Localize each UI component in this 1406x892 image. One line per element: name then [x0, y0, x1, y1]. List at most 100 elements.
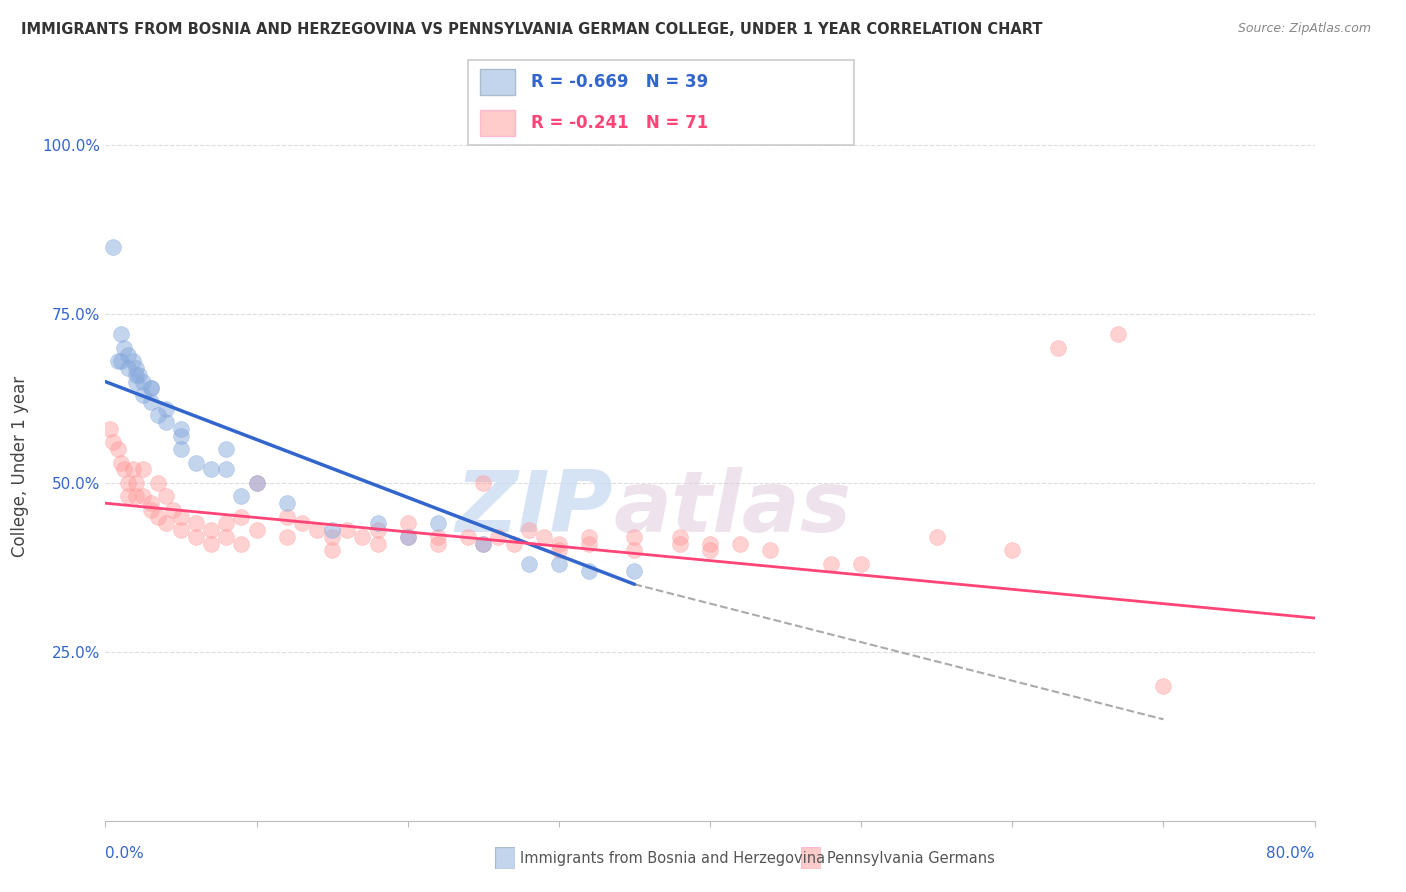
Point [117, 475, 139, 490]
Point [186, 530, 208, 544]
Point [246, 523, 269, 537]
Point [231, 490, 253, 504]
Point [117, 348, 139, 362]
Point [669, 530, 692, 544]
Point [457, 530, 479, 544]
Point [155, 516, 177, 531]
Point [139, 381, 162, 395]
Point [107, 354, 129, 368]
Point [215, 462, 238, 476]
Point [139, 381, 162, 395]
Point [170, 442, 193, 457]
Text: 80.0%: 80.0% [1267, 847, 1315, 861]
Point [139, 496, 162, 510]
Point [276, 509, 298, 524]
Point [215, 516, 238, 531]
Point [548, 537, 571, 551]
Point [121, 462, 143, 476]
Text: Immigrants from Bosnia and Herzegovina: Immigrants from Bosnia and Herzegovina [520, 851, 825, 865]
Point [1107, 327, 1129, 342]
FancyBboxPatch shape [468, 60, 853, 145]
Text: Source: ZipAtlas.com: Source: ZipAtlas.com [1237, 22, 1371, 36]
Point [623, 530, 645, 544]
Point [759, 543, 782, 558]
Point [578, 564, 600, 578]
Point [578, 537, 600, 551]
Point [200, 523, 222, 537]
Text: IMMIGRANTS FROM BOSNIA AND HERZEGOVINA VS PENNSYLVANIA GERMAN COLLEGE, UNDER 1 Y: IMMIGRANTS FROM BOSNIA AND HERZEGOVINA V… [21, 22, 1043, 37]
Point [186, 456, 208, 470]
Point [231, 509, 253, 524]
Point [699, 537, 721, 551]
Point [291, 516, 314, 531]
Text: 0.0%: 0.0% [105, 847, 145, 861]
Point [124, 361, 148, 376]
Point [699, 543, 721, 558]
Bar [479, 69, 515, 95]
Point [1153, 679, 1175, 693]
Point [117, 490, 139, 504]
Point [170, 428, 193, 442]
Point [110, 327, 132, 342]
Point [170, 422, 193, 436]
Point [246, 475, 269, 490]
Point [366, 516, 388, 531]
Text: Pennsylvania Germans: Pennsylvania Germans [827, 851, 994, 865]
Point [472, 537, 495, 551]
Point [200, 537, 222, 551]
Point [155, 490, 177, 504]
Point [396, 530, 419, 544]
Point [488, 530, 510, 544]
Point [231, 537, 253, 551]
Point [215, 442, 238, 457]
Point [170, 509, 193, 524]
Point [155, 415, 177, 429]
Text: R = -0.241   N = 71: R = -0.241 N = 71 [531, 114, 709, 132]
Point [124, 490, 148, 504]
Point [472, 537, 495, 551]
Point [132, 388, 155, 402]
Bar [479, 110, 515, 136]
Point [124, 375, 148, 389]
Point [110, 354, 132, 368]
Point [548, 543, 571, 558]
Point [112, 462, 135, 476]
Point [321, 543, 343, 558]
Point [623, 564, 645, 578]
Point [148, 409, 170, 423]
Y-axis label: College, Under 1 year: College, Under 1 year [11, 376, 28, 557]
Point [110, 456, 132, 470]
Text: R = -0.669   N = 39: R = -0.669 N = 39 [531, 73, 709, 91]
Point [155, 401, 177, 416]
Point [215, 530, 238, 544]
Point [336, 523, 359, 537]
Text: atlas: atlas [613, 467, 852, 550]
Point [307, 523, 329, 537]
Point [276, 530, 298, 544]
Point [366, 523, 388, 537]
Point [132, 462, 155, 476]
Bar [479, 110, 515, 136]
Point [107, 442, 129, 457]
Text: ZIP: ZIP [456, 467, 613, 550]
Point [820, 557, 842, 571]
Point [186, 516, 208, 531]
Point [578, 530, 600, 544]
Point [352, 530, 374, 544]
Point [162, 503, 184, 517]
Point [925, 530, 948, 544]
Point [427, 530, 450, 544]
Point [366, 537, 388, 551]
Point [548, 557, 571, 571]
Point [148, 509, 170, 524]
Point [128, 368, 150, 382]
Point [124, 475, 148, 490]
Point [200, 462, 222, 476]
Point [121, 354, 143, 368]
Point [124, 368, 148, 382]
Point [533, 530, 555, 544]
Point [132, 375, 155, 389]
Point [117, 361, 139, 376]
Point [101, 435, 124, 450]
Point [101, 239, 124, 253]
